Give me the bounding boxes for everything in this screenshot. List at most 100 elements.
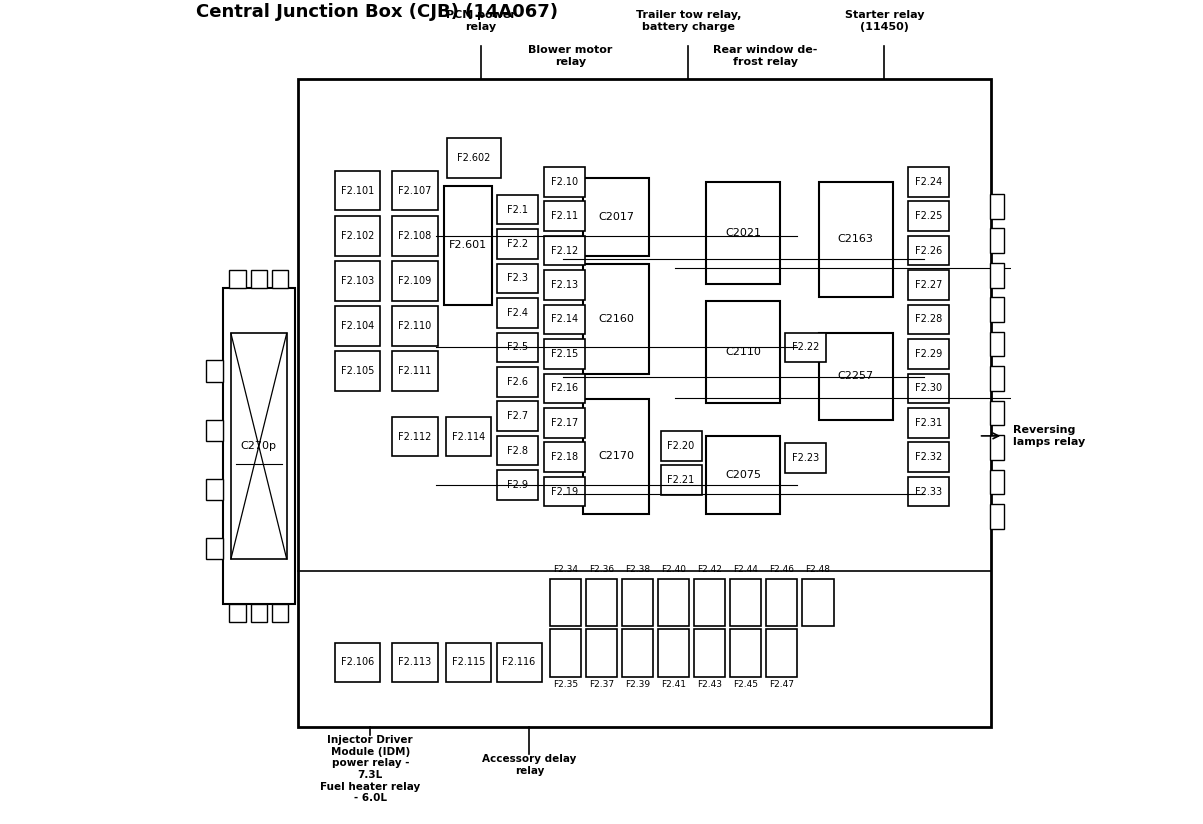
- Text: C2160: C2160: [598, 314, 634, 324]
- Text: F2.16: F2.16: [551, 383, 579, 393]
- Bar: [497, 298, 539, 328]
- Text: F2.105: F2.105: [340, 366, 374, 376]
- Bar: [990, 400, 1005, 425]
- Bar: [497, 264, 539, 293]
- Text: F2.108: F2.108: [398, 231, 432, 241]
- Text: Rear window de-
frost relay: Rear window de- frost relay: [713, 45, 818, 67]
- Bar: [392, 171, 438, 210]
- Text: C2075: C2075: [725, 470, 761, 480]
- Bar: [706, 436, 781, 514]
- Text: F2.21: F2.21: [668, 475, 694, 485]
- Text: F2.29: F2.29: [915, 349, 942, 359]
- Bar: [544, 477, 585, 507]
- Bar: [336, 643, 380, 681]
- Bar: [550, 578, 581, 626]
- Bar: [908, 373, 949, 403]
- Bar: [207, 537, 223, 559]
- Bar: [392, 643, 438, 681]
- Bar: [544, 167, 585, 196]
- Text: Injector Driver
Module (IDM)
power relay -
7.3L
Fuel heater relay
- 6.0L: Injector Driver Module (IDM) power relay…: [320, 735, 420, 803]
- Text: F2.102: F2.102: [340, 231, 374, 241]
- Text: F2.27: F2.27: [915, 280, 942, 290]
- Text: F2.17: F2.17: [551, 418, 579, 428]
- Text: F2.37: F2.37: [589, 681, 614, 689]
- Bar: [497, 194, 539, 224]
- Text: F2.13: F2.13: [551, 280, 579, 290]
- Text: F2.19: F2.19: [551, 487, 579, 497]
- Bar: [990, 435, 1005, 460]
- Text: F2.112: F2.112: [398, 432, 432, 442]
- Text: F2.15: F2.15: [551, 349, 579, 359]
- Bar: [336, 261, 380, 301]
- Bar: [207, 479, 223, 500]
- Bar: [231, 334, 286, 559]
- Text: F2.3: F2.3: [508, 274, 528, 283]
- Bar: [446, 643, 491, 681]
- Text: F2.4: F2.4: [508, 308, 528, 318]
- Bar: [908, 477, 949, 507]
- Bar: [550, 630, 581, 677]
- Bar: [250, 604, 267, 622]
- Text: F2.101: F2.101: [340, 185, 374, 196]
- Text: F2.111: F2.111: [398, 366, 432, 376]
- Bar: [658, 578, 689, 626]
- Text: F2.106: F2.106: [340, 658, 374, 667]
- Bar: [448, 138, 500, 178]
- Bar: [583, 178, 650, 255]
- Text: F2.602: F2.602: [457, 153, 491, 163]
- Text: F2.33: F2.33: [915, 487, 942, 497]
- Bar: [544, 373, 585, 403]
- Bar: [706, 301, 781, 403]
- Text: F2.1: F2.1: [508, 204, 528, 214]
- Bar: [908, 167, 949, 196]
- Bar: [207, 360, 223, 382]
- Text: F2.39: F2.39: [626, 681, 650, 689]
- Bar: [694, 630, 725, 677]
- Text: F2.31: F2.31: [915, 418, 942, 428]
- Text: F2.22: F2.22: [792, 342, 819, 353]
- Bar: [444, 186, 492, 305]
- Text: F2.18: F2.18: [551, 452, 579, 462]
- Text: F2.110: F2.110: [398, 321, 432, 331]
- Text: C2163: C2163: [837, 234, 873, 244]
- Bar: [583, 264, 650, 374]
- Text: F2.26: F2.26: [915, 246, 942, 255]
- Text: Reversing
lamps relay: Reversing lamps relay: [1013, 425, 1085, 447]
- Bar: [298, 79, 991, 727]
- Text: F2.46: F2.46: [770, 565, 794, 574]
- Text: F2.42: F2.42: [698, 565, 722, 574]
- Text: F2.23: F2.23: [792, 453, 819, 463]
- Text: F2.34: F2.34: [553, 565, 577, 574]
- Bar: [622, 578, 653, 626]
- Bar: [658, 630, 689, 677]
- Text: F2.36: F2.36: [589, 565, 614, 574]
- Bar: [230, 604, 245, 622]
- Bar: [223, 288, 295, 604]
- Bar: [230, 270, 245, 288]
- Text: Starter relay
(11450): Starter relay (11450): [845, 10, 924, 31]
- Bar: [250, 270, 267, 288]
- Bar: [786, 333, 826, 362]
- Text: C2257: C2257: [837, 372, 873, 382]
- Text: F2.48: F2.48: [806, 565, 830, 574]
- Bar: [766, 630, 798, 677]
- Bar: [497, 471, 539, 500]
- Text: Accessory delay
relay: Accessory delay relay: [482, 754, 576, 775]
- Bar: [586, 630, 617, 677]
- Bar: [392, 307, 438, 346]
- Text: F2.9: F2.9: [508, 480, 528, 490]
- Bar: [336, 307, 380, 346]
- Text: F2.25: F2.25: [915, 211, 942, 221]
- Bar: [272, 270, 289, 288]
- Bar: [908, 408, 949, 438]
- Text: F2.40: F2.40: [662, 565, 686, 574]
- Bar: [730, 630, 761, 677]
- Text: F2.30: F2.30: [915, 383, 942, 393]
- Text: Central Junction Box (CJB) (14A067): Central Junction Box (CJB) (14A067): [196, 3, 558, 21]
- Bar: [908, 236, 949, 265]
- Text: C2170: C2170: [598, 452, 634, 461]
- Bar: [819, 182, 893, 297]
- Bar: [586, 578, 617, 626]
- Text: F2.115: F2.115: [451, 658, 485, 667]
- Bar: [622, 630, 653, 677]
